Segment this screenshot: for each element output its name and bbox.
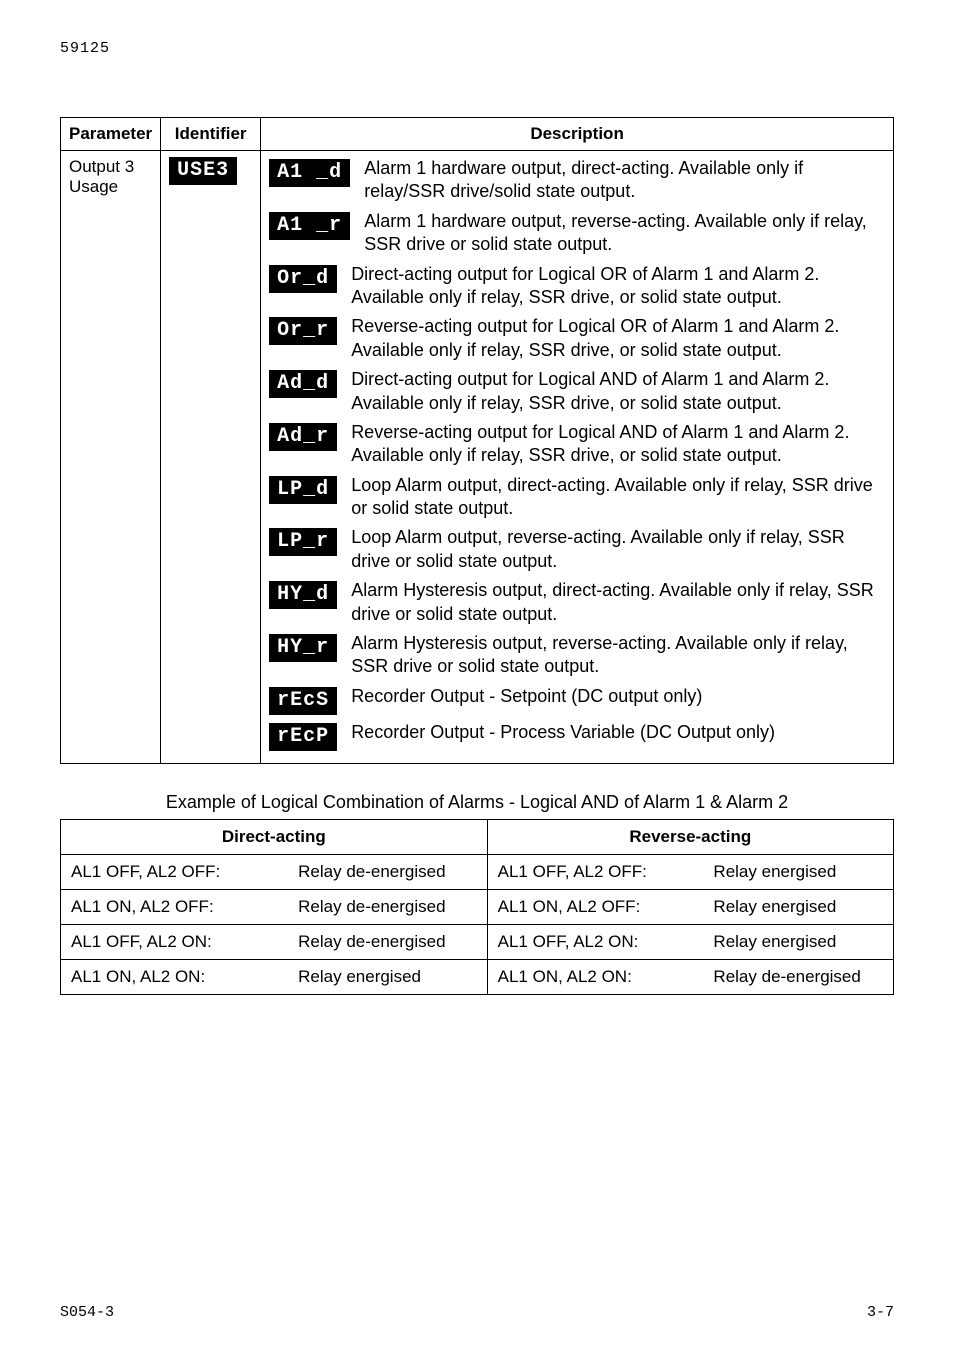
option-description: Alarm 1 hardware output, direct-acting. … bbox=[364, 157, 885, 204]
option-description: Loop Alarm output, reverse-acting. Avail… bbox=[351, 526, 885, 573]
reverse-state: Relay energised bbox=[713, 932, 883, 952]
direct-condition: AL1 ON, AL2 ON: bbox=[71, 967, 298, 987]
direct-condition: AL1 ON, AL2 OFF: bbox=[71, 897, 298, 917]
option-description: Alarm Hysteresis output, reverse-acting.… bbox=[351, 632, 885, 679]
option-badge: Ad_r bbox=[269, 423, 337, 451]
option-description: Alarm Hysteresis output, direct-acting. … bbox=[351, 579, 885, 626]
option-badge: LP_d bbox=[269, 476, 337, 504]
option-description: Direct-acting output for Logical OR of A… bbox=[351, 263, 885, 310]
description-row: Or_r Reverse-acting output for Logical OR… bbox=[269, 315, 885, 362]
description-row: Or_d Direct-acting output for Logical OR … bbox=[269, 263, 885, 310]
direct-state: Relay de-energised bbox=[298, 862, 476, 882]
description-row: rEcP Recorder Output - Process Variable (… bbox=[269, 721, 885, 751]
description-row: Ad_d Direct-acting output for Logical AND… bbox=[269, 368, 885, 415]
option-description: Recorder Output - Setpoint (DC output on… bbox=[351, 685, 885, 708]
option-description: Loop Alarm output, direct-acting. Availa… bbox=[351, 474, 885, 521]
direct-cell: AL1 OFF, AL2 ON:Relay de-energised bbox=[61, 924, 488, 959]
option-badge: Or_r bbox=[269, 317, 337, 345]
page-header-number: 59125 bbox=[60, 40, 894, 57]
option-badge: rEcP bbox=[269, 723, 337, 751]
example-row: AL1 ON, AL2 OFF:Relay de-energisedAL1 ON… bbox=[61, 889, 894, 924]
identifier-badge: USE3 bbox=[169, 157, 237, 185]
option-badge: A1 _d bbox=[269, 159, 350, 187]
reverse-state: Relay energised bbox=[713, 897, 883, 917]
example-row: AL1 OFF, AL2 OFF:Relay de-energisedAL1 O… bbox=[61, 854, 894, 889]
description-cell: A1 _d Alarm 1 hardware output, direct-act… bbox=[261, 151, 894, 764]
description-row: A1 _r Alarm 1 hardware output, reverse-ac… bbox=[269, 210, 885, 257]
direct-state: Relay energised bbox=[298, 967, 476, 987]
direct-cell: AL1 OFF, AL2 OFF:Relay de-energised bbox=[61, 854, 488, 889]
main-parameter-table: Parameter Identifier Description Output … bbox=[60, 117, 894, 764]
option-badge: Ad_d bbox=[269, 370, 337, 398]
parameter-cell: Output 3 Usage bbox=[61, 151, 161, 764]
description-row: HY_r Alarm Hysteresis output, reverse-act… bbox=[269, 632, 885, 679]
direct-cell: AL1 ON, AL2 ON:Relay energised bbox=[61, 959, 488, 994]
description-row: A1 _d Alarm 1 hardware output, direct-act… bbox=[269, 157, 885, 204]
option-description: Recorder Output - Process Variable (DC O… bbox=[351, 721, 885, 744]
reverse-cell: AL1 OFF, AL2 ON:Relay energised bbox=[487, 924, 893, 959]
example-table: Direct-acting Reverse-acting AL1 OFF, AL… bbox=[60, 819, 894, 995]
reverse-condition: AL1 OFF, AL2 OFF: bbox=[498, 862, 714, 882]
description-row: HY_d Alarm Hysteresis output, direct-acti… bbox=[269, 579, 885, 626]
reverse-cell: AL1 OFF, AL2 OFF:Relay energised bbox=[487, 854, 893, 889]
description-row: Ad_r Reverse-acting output for Logical AN… bbox=[269, 421, 885, 468]
option-badge: rEcS bbox=[269, 687, 337, 715]
example-row: AL1 ON, AL2 ON:Relay energisedAL1 ON, AL… bbox=[61, 959, 894, 994]
option-badge: A1 _r bbox=[269, 212, 350, 240]
example-row: AL1 OFF, AL2 ON:Relay de-energisedAL1 OF… bbox=[61, 924, 894, 959]
reverse-state: Relay de-energised bbox=[713, 967, 883, 987]
page-footer: S054-3 3-7 bbox=[60, 1304, 894, 1321]
option-badge: Or_d bbox=[269, 265, 337, 293]
option-description: Direct-acting output for Logical AND of … bbox=[351, 368, 885, 415]
direct-cell: AL1 ON, AL2 OFF:Relay de-energised bbox=[61, 889, 488, 924]
example-title: Example of Logical Combination of Alarms… bbox=[60, 792, 894, 813]
option-description: Reverse-acting output for Logical AND of… bbox=[351, 421, 885, 468]
option-badge: HY_d bbox=[269, 581, 337, 609]
footer-right: 3-7 bbox=[867, 1304, 894, 1321]
option-description: Alarm 1 hardware output, reverse-acting.… bbox=[364, 210, 885, 257]
description-row: LP_r Loop Alarm output, reverse-acting. A… bbox=[269, 526, 885, 573]
direct-condition: AL1 OFF, AL2 ON: bbox=[71, 932, 298, 952]
col-identifier: Identifier bbox=[161, 118, 261, 151]
col-parameter: Parameter bbox=[61, 118, 161, 151]
reverse-condition: AL1 OFF, AL2 ON: bbox=[498, 932, 714, 952]
description-row: LP_d Loop Alarm output, direct-acting. Av… bbox=[269, 474, 885, 521]
reverse-cell: AL1 ON, AL2 OFF:Relay energised bbox=[487, 889, 893, 924]
direct-condition: AL1 OFF, AL2 OFF: bbox=[71, 862, 298, 882]
direct-state: Relay de-energised bbox=[298, 897, 476, 917]
reverse-condition: AL1 ON, AL2 ON: bbox=[498, 967, 714, 987]
reverse-state: Relay energised bbox=[713, 862, 883, 882]
direct-state: Relay de-energised bbox=[298, 932, 476, 952]
example-header-reverse: Reverse-acting bbox=[487, 819, 893, 854]
identifier-cell: USE3 bbox=[161, 151, 261, 764]
reverse-condition: AL1 ON, AL2 OFF: bbox=[498, 897, 714, 917]
option-description: Reverse-acting output for Logical OR of … bbox=[351, 315, 885, 362]
option-badge: HY_r bbox=[269, 634, 337, 662]
reverse-cell: AL1 ON, AL2 ON:Relay de-energised bbox=[487, 959, 893, 994]
description-row: rEcS Recorder Output - Setpoint (DC outpu… bbox=[269, 685, 885, 715]
option-badge: LP_r bbox=[269, 528, 337, 556]
col-description: Description bbox=[261, 118, 894, 151]
footer-left: S054-3 bbox=[60, 1304, 114, 1321]
example-header-direct: Direct-acting bbox=[61, 819, 488, 854]
